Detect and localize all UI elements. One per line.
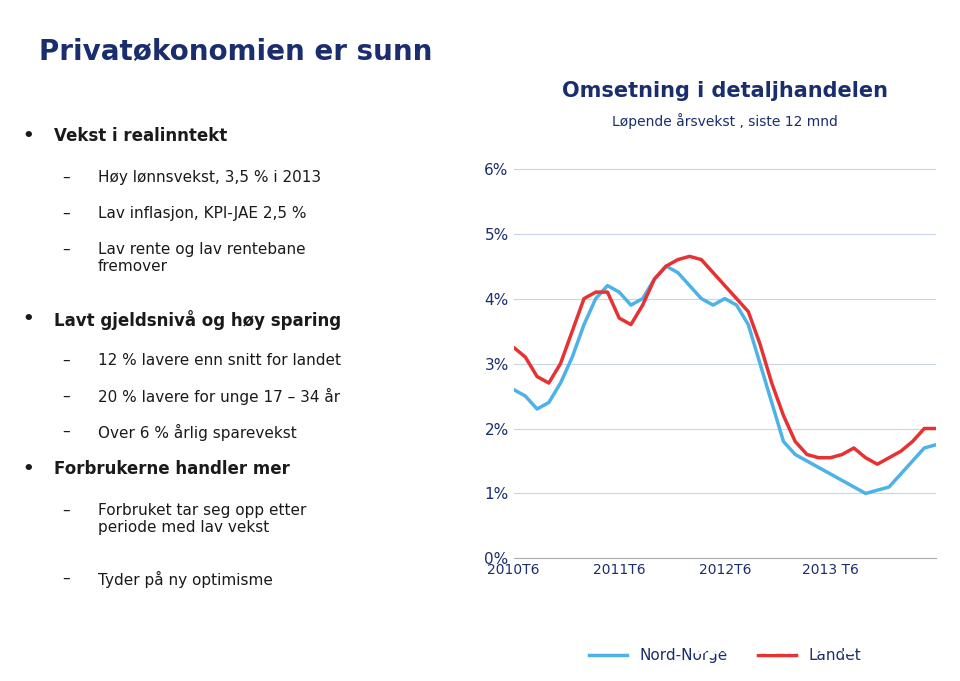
Text: –: – xyxy=(62,170,70,185)
Text: •: • xyxy=(23,127,35,145)
Text: •: • xyxy=(23,460,35,478)
Text: –: – xyxy=(62,353,70,368)
Text: Høy lønnsvekst, 3,5 % i 2013: Høy lønnsvekst, 3,5 % i 2013 xyxy=(98,170,321,185)
Text: 1: 1 xyxy=(840,638,855,659)
Text: Lav inflasjon, KPI-JAE 2,5 %: Lav inflasjon, KPI-JAE 2,5 % xyxy=(98,206,306,221)
Text: –: – xyxy=(62,206,70,221)
Text: Privatøkonomien er sunn: Privatøkonomien er sunn xyxy=(38,37,432,65)
Text: SpareBank: SpareBank xyxy=(691,638,827,659)
Text: Vekst i realinntekt: Vekst i realinntekt xyxy=(54,127,227,145)
Text: Lav rente og lav rentebane
fremover: Lav rente og lav rentebane fremover xyxy=(98,242,305,274)
Text: –: – xyxy=(62,388,70,403)
Text: Tyder på ny optimisme: Tyder på ny optimisme xyxy=(98,571,273,588)
Text: –: – xyxy=(62,424,70,439)
Text: NORD-NORGE: NORD-NORGE xyxy=(691,662,787,676)
Text: Lavt gjeldsnivå og høy sparing: Lavt gjeldsnivå og høy sparing xyxy=(54,310,341,330)
Legend: Nord-Norge, Landet: Nord-Norge, Landet xyxy=(583,642,867,669)
Text: Forbruket tar seg opp etter
periode med lav vekst: Forbruket tar seg opp etter periode med … xyxy=(98,503,306,535)
Text: 20 % lavere for unge 17 – 34 år: 20 % lavere for unge 17 – 34 år xyxy=(98,388,340,405)
Text: –: – xyxy=(62,571,70,586)
Text: –: – xyxy=(62,503,70,518)
Text: Løpende årsvekst , siste 12 mnd: Løpende årsvekst , siste 12 mnd xyxy=(612,113,838,129)
Text: 12 % lavere enn snitt for landet: 12 % lavere enn snitt for landet xyxy=(98,353,341,368)
Text: –: – xyxy=(62,242,70,257)
Title: Omsetning i detaljhandelen: Omsetning i detaljhandelen xyxy=(562,81,888,101)
Text: •: • xyxy=(23,310,35,328)
Text: Over 6 % årlig sparevekst: Over 6 % årlig sparevekst xyxy=(98,424,297,441)
Text: Forbrukerne handler mer: Forbrukerne handler mer xyxy=(54,460,290,478)
